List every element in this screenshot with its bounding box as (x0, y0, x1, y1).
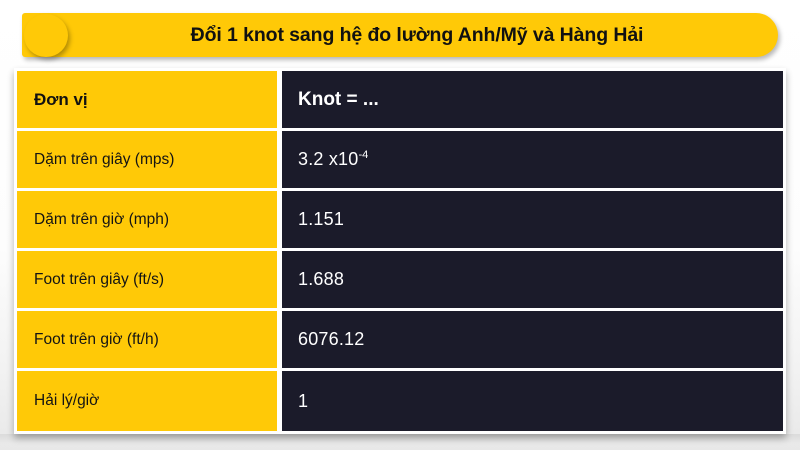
column-header-value: Knot = ... (282, 71, 783, 131)
cell-unit: Dặm trên giây (mps) (17, 131, 282, 191)
cell-value: 1.688 (282, 251, 783, 311)
cell-value: 1.151 (282, 191, 783, 251)
cell-unit: Foot trên giây (ft/s) (17, 251, 282, 311)
title-banner: Đổi 1 knot sang hệ đo lường Anh/Mỹ và Hà… (0, 13, 800, 59)
conversion-table: Đơn vị Knot = ... Dặm trên giây (mps) 3.… (17, 71, 783, 431)
cell-value-main: 1.151 (298, 209, 345, 229)
table-body: Dặm trên giây (mps) 3.2 x10-4 Dặm trên g… (17, 131, 783, 431)
cell-unit: Hải lý/giờ (17, 371, 282, 431)
cell-value-main: 1.688 (298, 269, 345, 289)
table-header-row: Đơn vị Knot = ... (17, 71, 783, 131)
table-header: Đơn vị Knot = ... (17, 71, 783, 131)
cell-value: 6076.12 (282, 311, 783, 371)
title-banner-bar: Đổi 1 knot sang hệ đo lường Anh/Mỹ và Hà… (22, 13, 778, 57)
table-row: Foot trên giây (ft/s) 1.688 (17, 251, 783, 311)
page-title: Đổi 1 knot sang hệ đo lường Anh/Mỹ và Hà… (190, 23, 644, 46)
cell-value-main: 6076.12 (298, 329, 365, 349)
cell-value: 1 (282, 371, 783, 431)
conversion-table-container: Đơn vị Knot = ... Dặm trên giây (mps) 3.… (14, 68, 786, 434)
cell-unit: Dặm trên giờ (mph) (17, 191, 282, 251)
cell-value-main: 1 (298, 390, 309, 411)
bottom-sheen (0, 434, 800, 450)
cell-value: 3.2 x10-4 (282, 131, 783, 191)
table-row: Dặm trên giờ (mph) 1.151 (17, 191, 783, 251)
cell-unit: Foot trên giờ (ft/h) (17, 311, 282, 371)
table-row: Dặm trên giây (mps) 3.2 x10-4 (17, 131, 783, 191)
table-row: Foot trên giờ (ft/h) 6076.12 (17, 311, 783, 371)
column-header-unit: Đơn vị (17, 71, 282, 131)
cell-value-exponent: -4 (358, 149, 369, 161)
circle-knob-icon (24, 14, 68, 57)
cell-value-main: 3.2 x10 (298, 149, 359, 169)
table-row: Hải lý/giờ 1 (17, 371, 783, 431)
